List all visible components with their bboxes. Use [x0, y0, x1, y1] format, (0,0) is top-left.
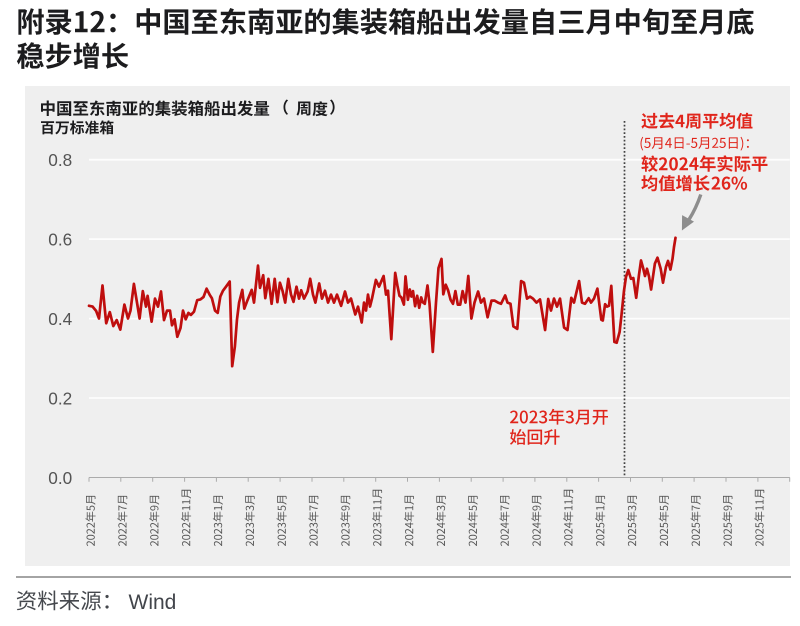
svg-text:0.6: 0.6 [48, 229, 72, 249]
svg-text:0.0: 0.0 [48, 468, 72, 488]
svg-text:0.4: 0.4 [48, 309, 72, 329]
svg-text:Wind: Wind [129, 591, 177, 614]
svg-text:0.2: 0.2 [48, 388, 72, 408]
svg-text:0.8: 0.8 [48, 150, 72, 170]
